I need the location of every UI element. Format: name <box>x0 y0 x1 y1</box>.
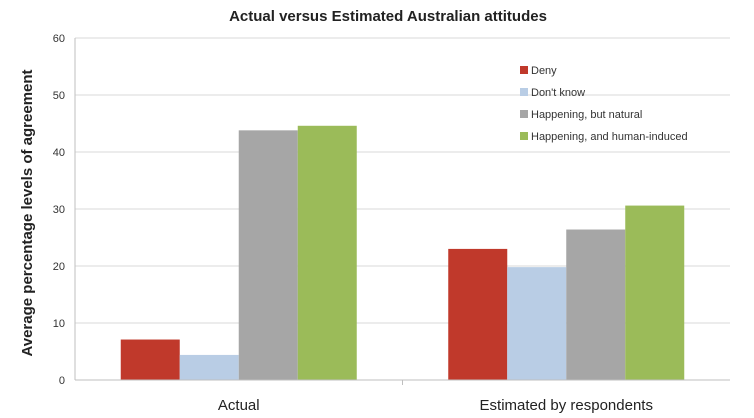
bar-don-t-know-1 <box>507 267 567 380</box>
y-tick-label: 60 <box>53 33 65 45</box>
legend: Deny Don't know Happening, but natural Happ… <box>520 65 688 143</box>
bar-don-t-know-0 <box>179 354 239 380</box>
legend-label: Deny <box>531 65 557 77</box>
y-tick-label: 10 <box>53 318 65 330</box>
y-tick-label: 0 <box>59 375 65 387</box>
x-tick-label: Actual <box>218 397 260 414</box>
legend-swatch <box>520 132 528 140</box>
legend-swatch <box>520 66 528 74</box>
y-tick-label: 50 <box>53 90 65 102</box>
y-tick-label: 40 <box>53 147 65 159</box>
legend-label: Don't know <box>531 87 585 99</box>
bar-happening-but-natural-0 <box>238 130 298 380</box>
y-axis-label: Average percentage levels of agreement <box>19 69 36 356</box>
chart-title: Actual versus Estimated Australian attit… <box>229 8 547 25</box>
legend-label: Happening, and human-induced <box>531 131 688 143</box>
y-tick-label: 20 <box>53 261 65 273</box>
bar-happening-and-human-induced-1 <box>625 205 685 380</box>
bar-deny-1 <box>448 248 508 380</box>
bar-happening-and-human-induced-0 <box>297 125 357 380</box>
axes: 0 10 20 30 40 50 60 Actual Estimated by responde… <box>53 33 730 414</box>
bar-deny-0 <box>120 339 180 380</box>
bar-happening-but-natural-1 <box>566 229 626 380</box>
x-tick-label: Estimated by respondents <box>480 397 653 414</box>
bars <box>120 125 685 380</box>
legend-swatch <box>520 110 528 118</box>
legend-label: Happening, but natural <box>531 109 642 121</box>
legend-swatch <box>520 88 528 96</box>
y-tick-label: 30 <box>53 204 65 216</box>
